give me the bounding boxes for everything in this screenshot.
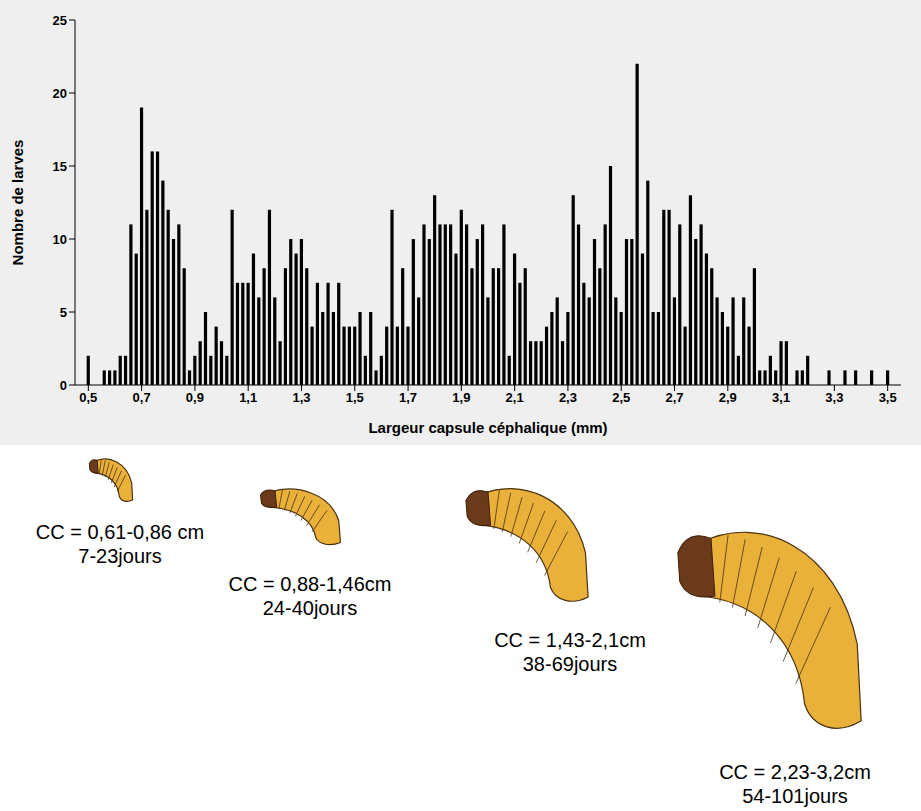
html-text:38-69jours: 38-69jours (522, 653, 618, 675)
svg-text:2,1: 2,1 (506, 390, 524, 405)
svg-text:1,9: 1,9 (452, 390, 470, 405)
html-text:CC = 0,61-0,86 cm: CC = 0,61-0,86 cm (35, 521, 205, 543)
svg-text:20: 20 (53, 86, 67, 101)
html-text:CC = 2,23-3,2cm: CC = 2,23-3,2cm (719, 761, 871, 783)
svg-text:2,5: 2,5 (612, 390, 630, 405)
svg-text:0,5: 0,5 (79, 390, 97, 405)
svg-text:Nombre de larves: Nombre de larves (9, 140, 26, 266)
svg-text:0,7: 0,7 (133, 390, 151, 405)
html-text:CC = 0,88-1,46cm: CC = 0,88-1,46cm (228, 573, 392, 595)
svg-text:2,9: 2,9 (719, 390, 737, 405)
svg-text:25: 25 (53, 13, 67, 28)
html-text:CC = 1,43-2,1cm: CC = 1,43-2,1cm (494, 629, 646, 651)
svg-text:3,5: 3,5 (879, 390, 897, 405)
svg-text:Largeur capsule céphalique (mm: Largeur capsule céphalique (mm) (368, 419, 607, 436)
svg-text:3,1: 3,1 (772, 390, 790, 405)
svg-text:0: 0 (60, 378, 67, 393)
svg-text:2,7: 2,7 (665, 390, 683, 405)
svg-text:1,7: 1,7 (399, 390, 417, 405)
html-text:54-101jours: 54-101jours (742, 785, 848, 807)
svg-text:5: 5 (60, 305, 67, 320)
svg-text:1,1: 1,1 (239, 390, 257, 405)
svg-text:1,3: 1,3 (292, 390, 310, 405)
svg-text:1,5: 1,5 (346, 390, 364, 405)
html-text:24-40jours: 24-40jours (262, 597, 358, 619)
html-text:7-23jours: 7-23jours (78, 545, 162, 567)
svg-text:10: 10 (53, 232, 67, 247)
svg-text:2,3: 2,3 (559, 390, 577, 405)
svg-text:3,3: 3,3 (825, 390, 843, 405)
svg-text:15: 15 (53, 159, 67, 174)
svg-text:0,9: 0,9 (186, 390, 204, 405)
